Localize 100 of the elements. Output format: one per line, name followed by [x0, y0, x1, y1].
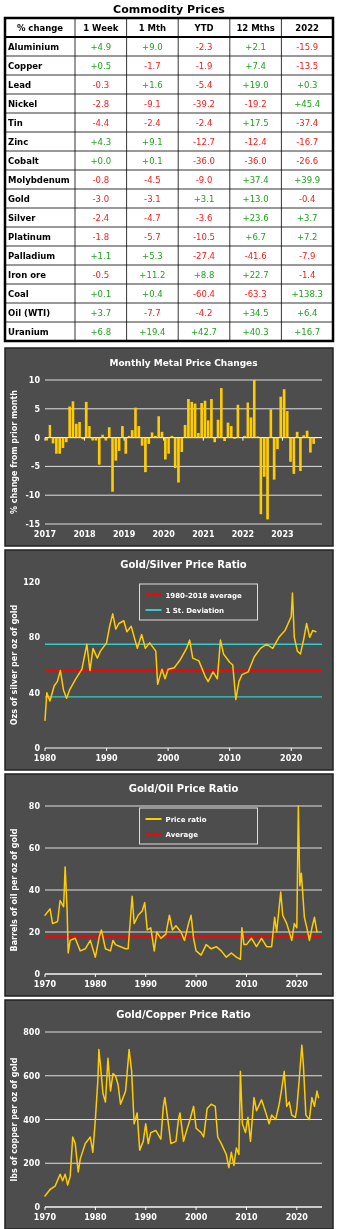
data-label: -16.7 — [296, 137, 319, 147]
data-label: +40.3 — [242, 327, 269, 337]
data-label: +37.4 — [242, 175, 269, 185]
y-axis-title: % change from prior month — [10, 389, 19, 514]
x-tick-label: 2010 — [235, 1213, 259, 1222]
bar — [252, 380, 256, 438]
data-label: -41.6 — [244, 251, 267, 261]
x-tick-label: 1980 — [84, 980, 107, 989]
x-tick-label: 2020 — [280, 754, 303, 763]
y-tick-label: 800 — [23, 1028, 41, 1037]
x-tick-label: 1980 — [33, 754, 57, 763]
data-label: +6.8 — [90, 327, 112, 337]
bar — [84, 401, 88, 438]
data-label: +39.9 — [294, 175, 321, 185]
y-tick-label: 60 — [28, 844, 41, 853]
bar — [101, 434, 104, 438]
chart-title: Monthly Metal Price Changes — [109, 358, 258, 368]
data-label: -9.1 — [144, 99, 161, 109]
x-tick-label: 2000 — [184, 980, 208, 989]
y-tick-label: Gold — [8, 194, 30, 204]
data-label: -1.8 — [92, 232, 110, 242]
chart-title: Gold/Copper Price Ratio — [116, 1009, 251, 1020]
data-label: -4.7 — [144, 213, 161, 223]
y-tick-label: Lead — [8, 80, 32, 90]
data-label: -1.4 — [298, 270, 316, 280]
bar — [213, 437, 217, 443]
y-axis-title: Ozs of silver per oz of gold — [10, 604, 19, 726]
data-label: -2.3 — [195, 42, 213, 52]
data-label: -3.6 — [195, 213, 213, 223]
data-label: +42.7 — [190, 327, 218, 337]
data-label: -12.4 — [244, 137, 267, 147]
data-label: +9.1 — [142, 137, 163, 147]
data-label: -0.5 — [92, 270, 110, 280]
bar — [229, 426, 233, 438]
data-label: +16.7 — [294, 327, 321, 337]
chart-title: Gold/Silver Price Ratio — [120, 559, 247, 570]
data-label: -7.9 — [298, 251, 316, 261]
data-label: -19.2 — [244, 99, 267, 109]
x-tick-label: 2010 — [235, 980, 259, 989]
y-tick-label: 200 — [23, 1159, 41, 1169]
data-label: -5.7 — [144, 232, 161, 242]
data-label: +4.3 — [90, 137, 112, 147]
data-label: -2.8 — [92, 99, 110, 109]
y-tick-label: Zinc — [8, 137, 29, 147]
data-label: -37.4 — [296, 118, 319, 128]
y-tick-label: Coal — [8, 289, 29, 299]
y-tick-label: -5 — [31, 462, 41, 472]
bar — [309, 437, 312, 453]
x-tick-label: 2000 — [156, 754, 180, 763]
data-label: -5.4 — [195, 80, 213, 90]
x-tick-label: 1 Week — [83, 23, 119, 33]
x-tick-label: 1990 — [134, 980, 158, 989]
data-label: -36.0 — [244, 156, 267, 166]
bar — [78, 422, 81, 438]
data-label: +0.5 — [90, 61, 112, 71]
x-tick-label: 2019 — [112, 530, 136, 539]
data-label: +13.0 — [242, 194, 269, 204]
data-label: -13.5 — [296, 61, 319, 71]
x-tick-label: 1970 — [33, 1213, 57, 1222]
data-label: +9.0 — [142, 42, 163, 52]
x-tick-label: 2020 — [285, 980, 309, 989]
bar — [55, 437, 58, 454]
data-label: -2.4 — [92, 213, 110, 223]
data-label: -1.7 — [144, 61, 161, 71]
x-tick-label: 2017 — [33, 530, 57, 539]
data-label: -27.4 — [193, 251, 215, 261]
data-label: -60.4 — [193, 289, 215, 299]
bar — [121, 426, 124, 438]
y-tick-label: Tin — [8, 118, 23, 128]
y-axis-title: % change — [16, 23, 64, 33]
data-label: +3.1 — [193, 194, 215, 204]
chart-title: Commodity Prices — [113, 3, 226, 16]
bar — [220, 388, 223, 438]
y-tick-label: Cobalt — [8, 156, 39, 166]
data-label: -3.0 — [92, 194, 110, 204]
y-tick-label: Uranium — [8, 327, 49, 337]
x-tick-label: 1990 — [95, 754, 119, 763]
bar — [97, 437, 101, 465]
x-tick-label: 1 Mth — [138, 23, 167, 33]
chart-title: Gold/Oil Price Ratio — [128, 783, 239, 794]
x-tick-label: YTD — [193, 23, 214, 33]
data-label: -36.0 — [193, 156, 215, 166]
data-label: +19.4 — [139, 327, 166, 337]
data-label: -0.4 — [298, 194, 316, 204]
y-tick-label: 120 — [23, 578, 41, 587]
data-label: +1.1 — [90, 251, 112, 261]
bar — [134, 407, 137, 438]
data-label: +8.8 — [193, 270, 215, 280]
bar — [111, 437, 114, 492]
data-label: -15.9 — [296, 42, 319, 52]
data-label: -10.5 — [193, 232, 215, 242]
y-tick-label: 80 — [28, 802, 41, 811]
line-series — [44, 592, 317, 722]
x-tick-label: 2018 — [73, 530, 97, 539]
y-tick-label: 0 — [34, 433, 41, 443]
y-tick-label: 40 — [28, 688, 41, 698]
data-label: +3.7 — [296, 213, 318, 223]
data-label: -1.9 — [195, 61, 213, 71]
data-label: +11.2 — [139, 270, 166, 280]
bar — [266, 437, 269, 520]
